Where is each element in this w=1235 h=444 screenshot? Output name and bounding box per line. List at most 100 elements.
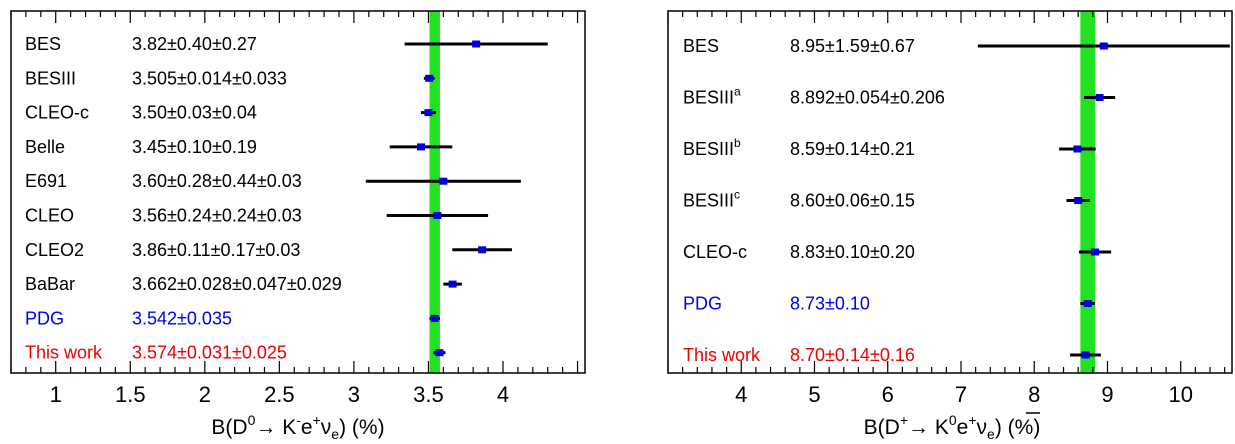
tick-label: 9 [1101,382,1113,407]
data-point [1095,94,1104,101]
tick-label: 4 [735,382,747,407]
experiment-name: CLEO2 [25,240,84,260]
experiment-name: BaBar [25,274,75,294]
experiment-name: BESIII [683,88,734,108]
measurement-label: CLEO2 [25,240,84,260]
axis-title-part: → K [255,416,296,439]
tick-label: 5 [808,382,820,407]
experiment-superscript: a [734,85,741,99]
axis-title-sup: - [296,412,301,428]
tick-label: 6 [882,382,894,407]
measurement-row: CLEO-c 8.83±0.10±0.20 [683,242,1112,262]
average-band [1080,11,1096,373]
tick-label: 4 [497,382,509,407]
measurement-label: This work [25,343,103,363]
experiment-name: PDG [25,308,64,328]
experiment-name: CLEO [25,206,74,226]
measurement-row: CLEO-c 3.50±0.03±0.04 [25,103,436,123]
measurement-row: PDG 3.542±0.035 [25,308,440,328]
measurement-row: BESIIIb 8.59±0.14±0.21 [683,136,1096,159]
experiment-name: E691 [25,171,67,191]
measurement-value: 3.662±0.028±0.047±0.029 [132,274,342,294]
data-point [1081,351,1090,359]
experiment-name: Belle [25,137,65,157]
measurement-label: BES [25,34,61,54]
data-point [424,109,433,117]
data-point [1091,248,1100,256]
axis-title-sub: e [331,426,339,442]
plot-frame [667,10,1233,374]
measurement-value: 8.70±0.14±0.16 [790,345,915,365]
axis-title-part: ) (%) [995,416,1041,439]
axis-title-part: ν [321,416,332,439]
measurement-label: E691 [25,171,67,191]
experiment-superscript: b [734,136,741,150]
measurement-row: BESIII 3.505±0.014±0.033 [25,68,435,88]
x-axis-title: B(D+→ K0e+νe) (%) [864,412,1041,442]
data-point [435,349,444,357]
x-axis: 4 5 6 7 8 9 10 [667,11,1226,407]
measurement-row: PDG 8.73±0.10 [683,294,1096,314]
measurement-value: 3.60±0.28±0.44±0.03 [132,171,302,191]
measurement-value: 3.505±0.014±0.033 [132,68,287,88]
experiment-name: BES [25,34,61,54]
measurement-row: This work 8.70±0.14±0.16 [683,345,1101,365]
data-point [425,74,434,82]
measurement-value: 8.95±1.59±0.67 [790,36,915,56]
axis-title-part: ) (%) [339,416,385,439]
data-point [448,280,457,288]
measurement-row: CLEO 3.56±0.24±0.24±0.03 [25,206,489,226]
measurement-value: 3.86±0.11±0.17±0.03 [132,240,300,260]
experiment-name: CLEO-c [25,103,89,123]
tick-label: 2.5 [264,382,295,407]
data-point [417,143,425,151]
measurement-label: PDG [25,308,64,328]
experiment-superscript: c [734,188,740,202]
measurement-label: Belle [25,137,65,157]
experiment-name: BES [683,36,719,56]
measurement-value: 8.60±0.06±0.15 [790,191,915,211]
measurement-label: CLEO-c [683,242,747,262]
experiment-name: BESIII [25,68,76,88]
measurement-label: CLEO-c [25,103,89,123]
measurement-label: BESIII [25,68,76,88]
chart-panel-2: 4 5 6 7 8 9 10B(D+→ K0e+νe) (%)BES 8.95±1.59±0.… [667,10,1233,442]
measurement-row: BES 8.95±1.59±0.67 [683,36,1230,56]
measurement-label: BaBar [25,274,75,294]
data-point [433,212,442,219]
measurement-value: 3.56±0.24±0.24±0.03 [132,206,302,226]
measurement-value: 3.50±0.03±0.04 [132,103,257,123]
measurement-row: E691 3.60±0.28±0.44±0.03 [25,171,521,191]
measurement-row: BaBar 3.662±0.028±0.047±0.029 [25,274,462,294]
experiment-name: This work [25,343,103,363]
axis-title-sup: 0 [949,412,957,428]
measurement-label: This work [683,345,761,365]
measurement-value: 8.892±0.054±0.206 [790,88,945,108]
axis-title-part: e [957,416,969,439]
axis-title-sup: 0 [248,412,256,428]
measurement-value: 3.574±0.031±0.025 [132,343,287,363]
data-point [1099,42,1108,50]
experiment-name: BESIII [683,139,734,159]
data-point [1073,145,1082,153]
experiment-name: This work [683,345,761,365]
axis-title-sup: + [900,412,908,428]
chart-panel-1: 1 1.5 2 2.5 3 3.5 4B(D0→ K-e+νe) (%)BES 3.82±0.… [10,10,586,442]
axis-title-sub: e [987,426,995,442]
tick-label: 2 [199,382,211,407]
data-point [439,177,448,185]
tick-label: 1 [50,382,62,407]
measurement-row: Belle 3.45±0.10±0.19 [25,137,453,157]
measurement-row: BESIIIc 8.60±0.06±0.15 [683,188,1090,211]
x-axis-title: B(D0→ K-e+νe) (%) [211,412,384,442]
data-point [1074,197,1083,204]
measurement-label: BESIIIc [683,188,740,211]
x-axis: 1 1.5 2 2.5 3 3.5 4 [10,11,579,407]
tick-label: 8 [1028,382,1040,407]
data-point [430,314,439,322]
axis-title-part: ν [977,416,988,439]
measurement-label: BESIIIb [683,136,741,159]
experiment-name: PDG [683,294,722,314]
measurement-label: CLEO [25,206,74,226]
